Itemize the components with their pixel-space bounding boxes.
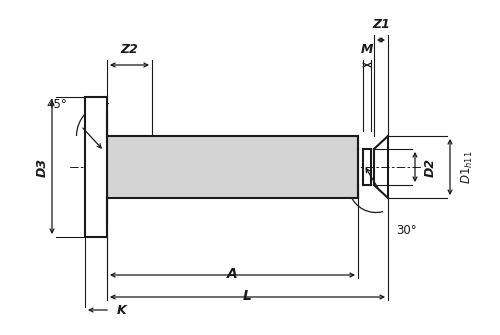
Text: L: L xyxy=(243,289,252,303)
Text: Z2: Z2 xyxy=(120,43,138,56)
Bar xyxy=(85,97,107,237)
Text: D2: D2 xyxy=(424,157,437,177)
Text: K: K xyxy=(117,304,126,317)
Text: 30°: 30° xyxy=(396,223,416,237)
Text: $D1_{h11}$: $D1_{h11}$ xyxy=(460,150,475,184)
Text: D3: D3 xyxy=(36,157,49,177)
Text: Z1: Z1 xyxy=(372,18,390,31)
Text: M: M xyxy=(361,43,373,56)
Text: 45°: 45° xyxy=(46,97,68,111)
Bar xyxy=(107,136,358,198)
Text: A: A xyxy=(227,267,238,281)
